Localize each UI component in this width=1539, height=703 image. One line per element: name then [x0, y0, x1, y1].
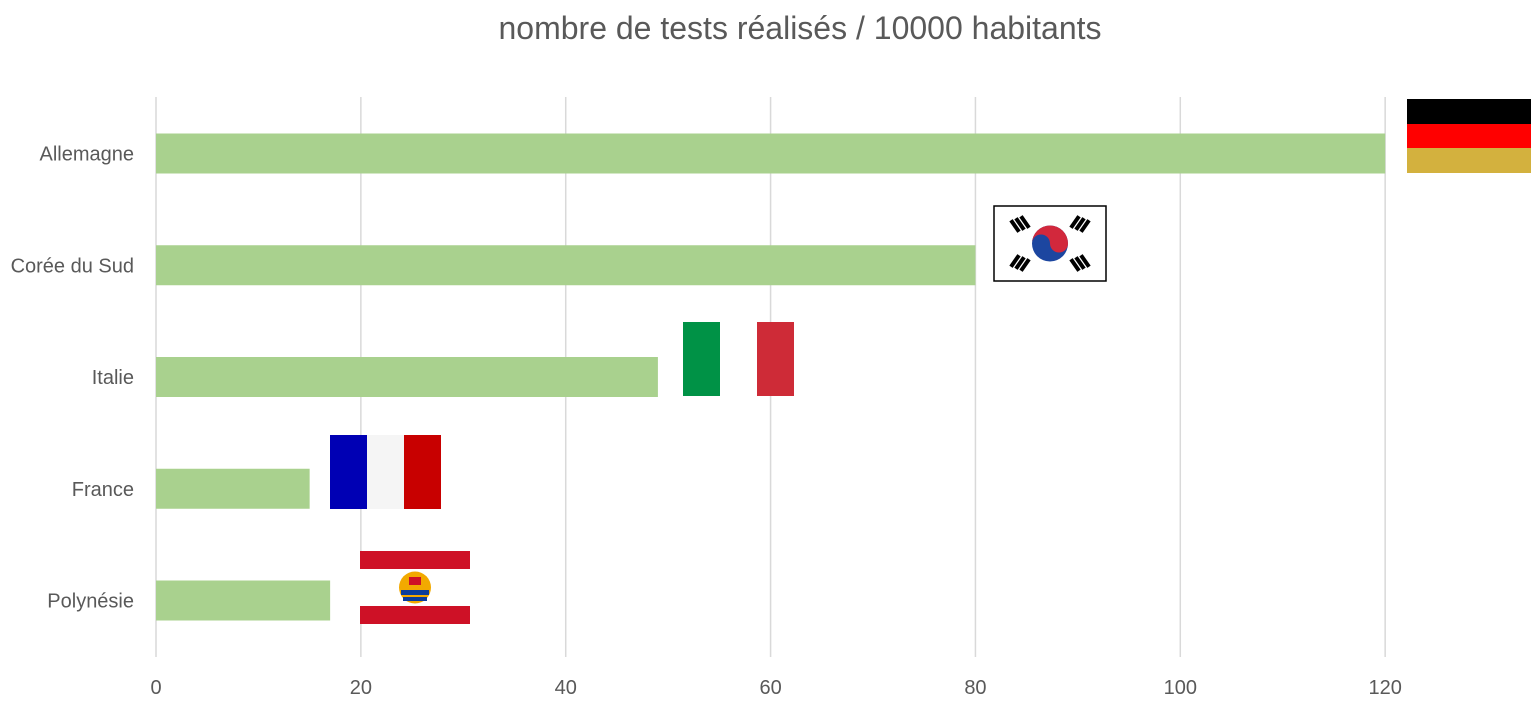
category-label: Allemagne [39, 144, 134, 166]
x-tick-label: 80 [964, 677, 986, 699]
x-tick-label: 120 [1368, 677, 1401, 699]
bar [156, 133, 1386, 174]
category-label: Corée du Sud [11, 255, 134, 277]
category-labels: Allemagne Corée du Sud Italie France Polynés… [11, 144, 134, 613]
germany-flag-icon [1407, 99, 1531, 173]
x-tick-label: 60 [759, 677, 781, 699]
category-label: France [72, 479, 134, 501]
x-tick-label: 40 [555, 677, 577, 699]
bar [156, 357, 658, 397]
chart-title: nombre de tests réalisés / 10000 habitan… [498, 10, 1102, 46]
bar [156, 245, 976, 286]
x-tick-labels: 0 20 40 60 80 100 120 [150, 677, 1401, 699]
category-label: Polynésie [47, 591, 134, 613]
french-polynesia-flag-icon [360, 551, 470, 624]
italy-flag-icon [683, 322, 794, 396]
x-tick-label: 0 [150, 677, 161, 699]
x-tick-label: 20 [350, 677, 372, 699]
france-flag-icon [330, 435, 441, 509]
bar [156, 468, 310, 509]
bar [156, 580, 331, 621]
category-label: Italie [92, 367, 134, 389]
bars [156, 133, 1386, 621]
x-tick-label: 100 [1164, 677, 1197, 699]
south-korea-flag-icon [993, 205, 1107, 282]
